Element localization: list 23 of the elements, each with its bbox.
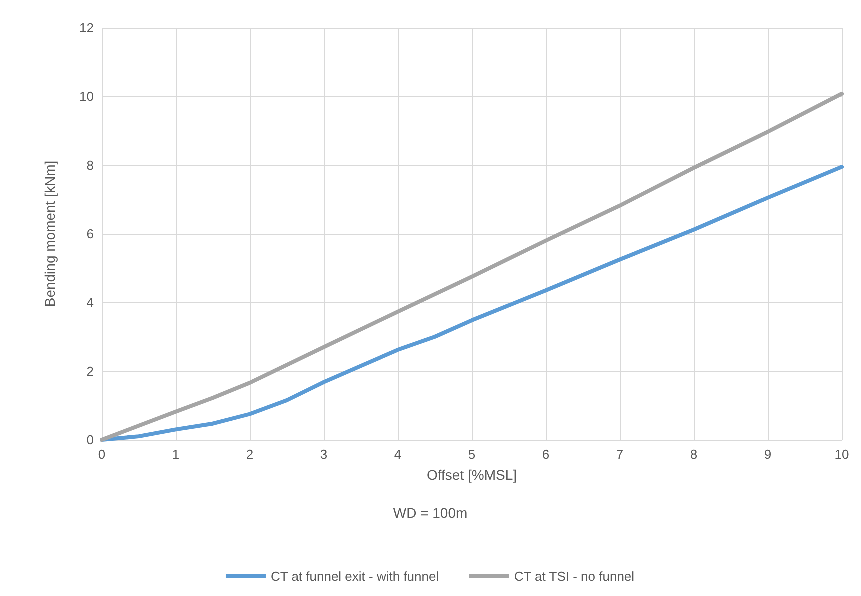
- x-tick-label: 1: [172, 447, 180, 462]
- legend-label: CT at TSI - no funnel: [514, 569, 635, 584]
- legend-label: CT at funnel exit - with funnel: [270, 569, 440, 584]
- text: WD = 100m: [393, 505, 468, 521]
- y-tick-label: 6: [86, 226, 94, 242]
- x-axis-title: Offset [%MSL]: [427, 467, 517, 483]
- x-tick-label: 4: [394, 447, 402, 462]
- x-tick-label: 2: [246, 447, 254, 462]
- x-tick-label: 10: [834, 447, 850, 462]
- x-tick-label: 0: [98, 447, 106, 462]
- y-tick-label: 10: [80, 89, 94, 104]
- y-tick-label: 8: [86, 158, 94, 173]
- y-tick-label: 12: [80, 20, 94, 36]
- x-tick-label: 9: [764, 447, 772, 462]
- y-tick-label: 0: [86, 432, 94, 448]
- y-tick-label: 2: [86, 364, 94, 379]
- x-tick-label: 6: [542, 447, 550, 462]
- y-axis-title: Bending moment [kNm]: [42, 160, 58, 308]
- x-tick-label: 8: [690, 447, 698, 462]
- y-tick-label: 4: [86, 295, 94, 310]
- x-tick-label: 5: [468, 447, 476, 462]
- x-tick-label: 7: [616, 447, 624, 462]
- x-tick-label: 3: [320, 447, 328, 462]
